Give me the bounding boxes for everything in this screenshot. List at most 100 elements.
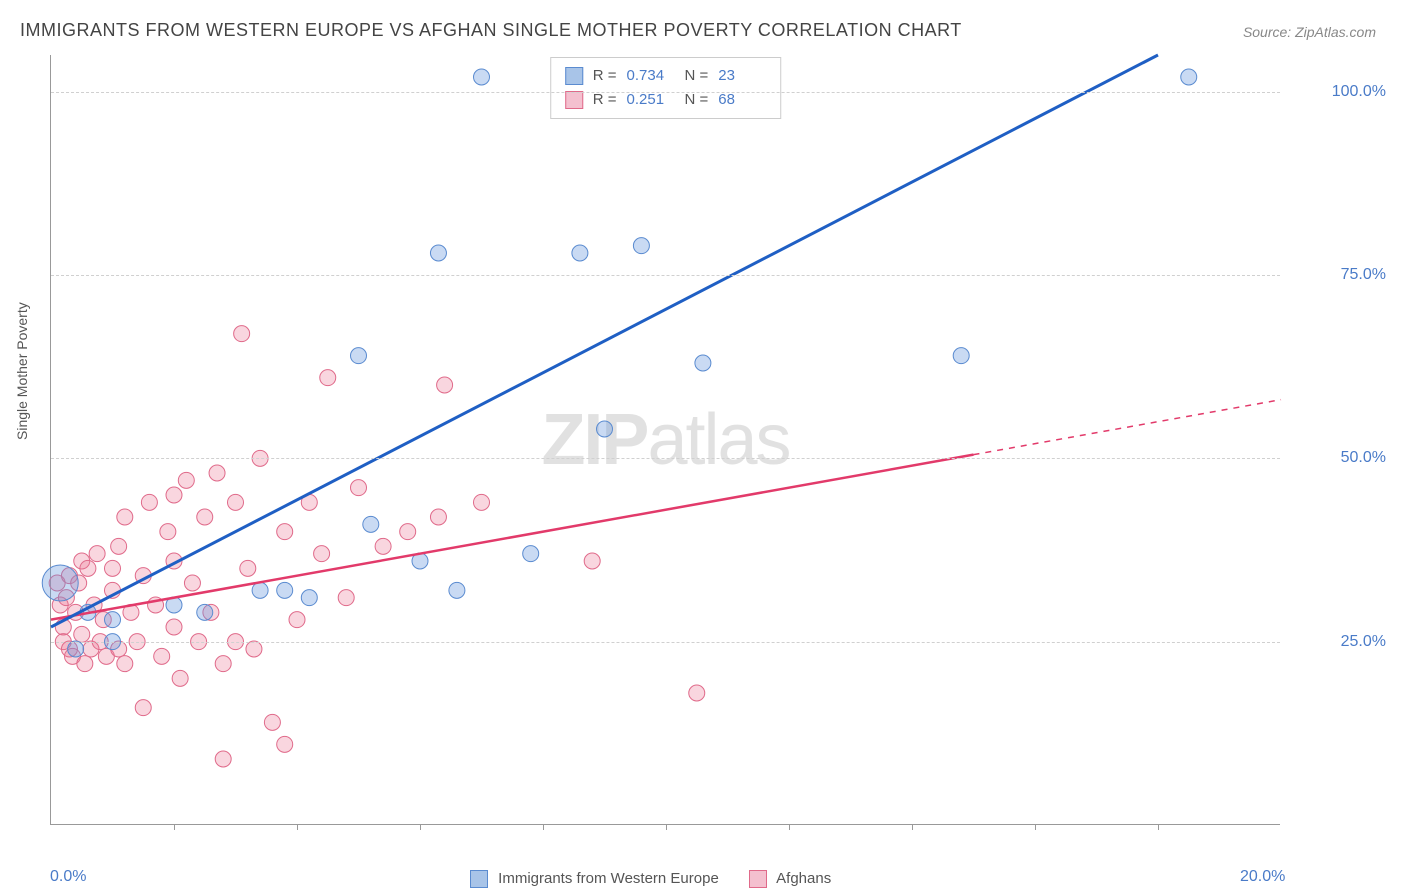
grid-line xyxy=(51,458,1280,459)
x-tick-label: 20.0% xyxy=(1240,868,1285,886)
scatter-point xyxy=(135,700,151,716)
scatter-point xyxy=(689,685,705,701)
legend-swatch-b xyxy=(749,870,767,888)
scatter-point xyxy=(215,656,231,672)
n-value-a: 23 xyxy=(718,64,766,88)
stats-swatch-b xyxy=(565,91,583,109)
scatter-point xyxy=(197,509,213,525)
x-tick xyxy=(789,824,790,830)
scatter-point xyxy=(74,626,90,642)
scatter-point xyxy=(633,238,649,254)
scatter-point xyxy=(117,656,133,672)
n-label-a: N = xyxy=(685,64,709,88)
legend-swatch-a xyxy=(470,870,488,888)
scatter-point xyxy=(89,546,105,562)
source-label: Source: ZipAtlas.com xyxy=(1243,24,1376,40)
scatter-point xyxy=(42,565,78,601)
scatter-point xyxy=(289,612,305,628)
chart-title: IMMIGRANTS FROM WESTERN EUROPE VS AFGHAN… xyxy=(20,20,962,41)
stats-legend-box: R = 0.734 N = 23 R = 0.251 N = 68 xyxy=(550,57,782,119)
scatter-point xyxy=(246,641,262,657)
scatter-point xyxy=(338,590,354,606)
scatter-point xyxy=(474,69,490,85)
scatter-point xyxy=(209,465,225,481)
x-tick xyxy=(1158,824,1159,830)
scatter-point xyxy=(695,355,711,371)
y-tick-label: 75.0% xyxy=(1341,266,1386,284)
chart-container: IMMIGRANTS FROM WESTERN EUROPE VS AFGHAN… xyxy=(0,0,1406,892)
scatter-point xyxy=(277,582,293,598)
scatter-point xyxy=(105,560,121,576)
scatter-point xyxy=(166,487,182,503)
y-tick-label: 100.0% xyxy=(1332,83,1386,101)
scatter-point xyxy=(264,714,280,730)
x-tick-label: 0.0% xyxy=(50,868,86,886)
x-tick xyxy=(420,824,421,830)
scatter-point xyxy=(277,736,293,752)
stats-swatch-a xyxy=(565,67,583,85)
scatter-point xyxy=(363,516,379,532)
bottom-legend: Immigrants from Western Europe Afghans xyxy=(470,870,831,888)
x-tick xyxy=(1035,824,1036,830)
scatter-point xyxy=(437,377,453,393)
scatter-point xyxy=(474,494,490,510)
scatter-point xyxy=(320,370,336,386)
scatter-point xyxy=(597,421,613,437)
legend-item-a: Immigrants from Western Europe xyxy=(470,870,719,888)
scatter-point xyxy=(400,524,416,540)
scatter-point xyxy=(141,494,157,510)
scatter-point xyxy=(375,538,391,554)
scatter-point xyxy=(197,604,213,620)
scatter-point xyxy=(584,553,600,569)
scatter-point xyxy=(172,670,188,686)
grid-line xyxy=(51,92,1280,93)
legend-label-a: Immigrants from Western Europe xyxy=(498,870,719,887)
scatter-point xyxy=(166,619,182,635)
grid-line xyxy=(51,642,1280,643)
legend-label-b: Afghans xyxy=(776,870,831,887)
stats-row-a: R = 0.734 N = 23 xyxy=(565,64,767,88)
plot-svg xyxy=(51,55,1280,824)
r-label-a: R = xyxy=(593,64,617,88)
scatter-point xyxy=(68,641,84,657)
scatter-point xyxy=(160,524,176,540)
scatter-point xyxy=(215,751,231,767)
scatter-point xyxy=(277,524,293,540)
scatter-point xyxy=(105,612,121,628)
scatter-point xyxy=(572,245,588,261)
scatter-point xyxy=(301,590,317,606)
scatter-point xyxy=(240,560,256,576)
scatter-point xyxy=(178,472,194,488)
scatter-point xyxy=(111,538,127,554)
trend-line xyxy=(51,55,1158,627)
scatter-point xyxy=(234,326,250,342)
scatter-point xyxy=(351,348,367,364)
scatter-point xyxy=(80,560,96,576)
y-axis-label: Single Mother Poverty xyxy=(14,302,30,440)
x-tick xyxy=(174,824,175,830)
plot-area: ZIPatlas R = 0.734 N = 23 R = 0.251 N = … xyxy=(50,55,1280,825)
scatter-point xyxy=(77,656,93,672)
legend-item-b: Afghans xyxy=(749,870,831,888)
scatter-point xyxy=(351,480,367,496)
scatter-point xyxy=(430,509,446,525)
scatter-point xyxy=(314,546,330,562)
grid-line xyxy=(51,275,1280,276)
r-value-a: 0.734 xyxy=(627,64,675,88)
trend-line-dashed xyxy=(974,400,1282,455)
x-tick xyxy=(912,824,913,830)
x-tick xyxy=(666,824,667,830)
scatter-point xyxy=(117,509,133,525)
scatter-point xyxy=(430,245,446,261)
x-tick xyxy=(297,824,298,830)
x-tick xyxy=(543,824,544,830)
scatter-point xyxy=(449,582,465,598)
scatter-point xyxy=(228,494,244,510)
scatter-point xyxy=(953,348,969,364)
y-tick-label: 25.0% xyxy=(1341,633,1386,651)
scatter-point xyxy=(1181,69,1197,85)
y-tick-label: 50.0% xyxy=(1341,449,1386,467)
scatter-point xyxy=(154,648,170,664)
scatter-point xyxy=(523,546,539,562)
scatter-point xyxy=(184,575,200,591)
